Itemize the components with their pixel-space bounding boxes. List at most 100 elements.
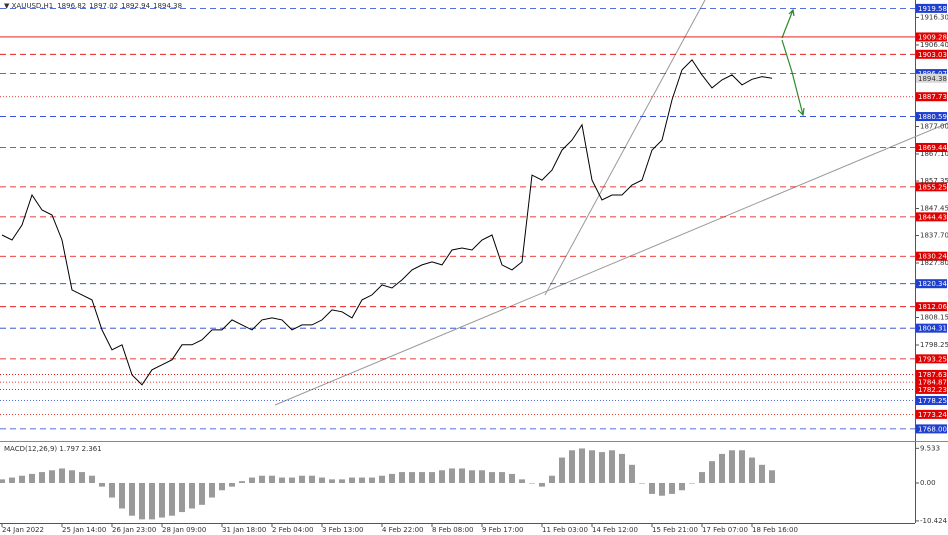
macd-bar bbox=[719, 453, 725, 483]
macd-bar bbox=[369, 477, 375, 483]
level-label-box bbox=[916, 395, 947, 405]
level-label-box bbox=[916, 302, 947, 312]
level-label: 1830.24 bbox=[918, 253, 947, 261]
macd-bar bbox=[239, 481, 245, 483]
level-label: 1778.25 bbox=[918, 397, 947, 405]
close: 1894.38 bbox=[153, 2, 182, 10]
level-label: 1903.03 bbox=[918, 51, 947, 59]
x-tick-label: 14 Feb 12:00 bbox=[592, 526, 638, 534]
macd-bar bbox=[539, 483, 545, 487]
x-tick-label: 15 Feb 21:00 bbox=[652, 526, 698, 534]
level-label-box bbox=[916, 142, 947, 152]
macd-bar bbox=[389, 473, 395, 483]
macd-bar bbox=[759, 464, 765, 483]
macd-bar bbox=[129, 483, 135, 516]
macd-bar bbox=[309, 475, 315, 483]
macd-bar bbox=[769, 470, 775, 483]
macd-bar bbox=[259, 475, 265, 483]
open: 1896.82 bbox=[57, 2, 86, 10]
x-tick-label: 24 Jan 2022 bbox=[2, 526, 44, 534]
macd-bar bbox=[199, 483, 205, 505]
macd-bar bbox=[59, 468, 65, 483]
x-tick-label: 31 Jan 18:00 bbox=[222, 526, 266, 534]
last-price-box bbox=[916, 73, 947, 83]
arrow-down bbox=[781, 39, 805, 117]
macd-bar bbox=[489, 472, 495, 483]
macd-bar bbox=[359, 477, 365, 483]
level-label: 1773.24 bbox=[918, 411, 947, 419]
level-label-box bbox=[916, 323, 947, 333]
level-label-box bbox=[916, 369, 947, 379]
x-tick-label: 26 Jan 23:00 bbox=[112, 526, 156, 534]
forecast-arrows bbox=[781, 8, 805, 117]
macd-bar bbox=[479, 470, 485, 483]
y-tick-label: 1837.70 bbox=[920, 232, 948, 240]
level-label: 1768.00 bbox=[918, 425, 947, 433]
macd-bar bbox=[0, 479, 5, 483]
macd-bar bbox=[589, 450, 595, 483]
macd-bar bbox=[349, 477, 355, 483]
macd-title: MACD(12,26,9) 1.797 2.361 bbox=[4, 445, 102, 453]
level-label-box bbox=[916, 112, 947, 122]
macd-bar bbox=[269, 475, 275, 483]
level-label-box bbox=[916, 279, 947, 289]
x-tick-label: 4 Feb 22:00 bbox=[382, 526, 423, 534]
level-label: 1887.73 bbox=[918, 93, 947, 101]
y-tick-label: 1808.15 bbox=[920, 314, 948, 322]
macd-bar bbox=[329, 479, 335, 483]
macd-bar bbox=[219, 483, 225, 491]
macd-bar bbox=[749, 457, 755, 483]
macd-bar bbox=[109, 483, 115, 498]
y-tick-label: 1877.00 bbox=[920, 123, 948, 131]
macd-bar bbox=[289, 477, 295, 483]
macd-bar bbox=[439, 470, 445, 483]
chart-title: ▼ XAUUSD,H1 1896.82 1897.02 1892.94 1894.38 bbox=[4, 2, 182, 10]
level-label-box bbox=[916, 251, 947, 261]
macd-bar bbox=[249, 477, 255, 483]
level-label: 1909.28 bbox=[918, 33, 947, 41]
macd-bar bbox=[79, 472, 85, 483]
macd-bar bbox=[99, 483, 105, 487]
macd-bar bbox=[679, 483, 685, 491]
y-tick-label: 1867.10 bbox=[920, 150, 948, 158]
last-price-label: 1894.38 bbox=[918, 75, 947, 83]
macd-bar bbox=[379, 475, 385, 483]
level-label: 1812.06 bbox=[918, 303, 947, 311]
y-tick-label: 1827.80 bbox=[920, 259, 948, 267]
macd-bar bbox=[559, 457, 565, 483]
x-tick-label: 11 Feb 03:00 bbox=[542, 526, 588, 534]
macd-bar bbox=[529, 483, 535, 484]
macd-bar bbox=[649, 483, 655, 494]
arrow-up bbox=[781, 8, 795, 39]
macd-bar bbox=[159, 483, 165, 518]
macd-bar bbox=[229, 483, 235, 487]
level-label: 1880.59 bbox=[918, 113, 947, 121]
y-tick-label: 1798.25 bbox=[920, 341, 948, 349]
level-label-box bbox=[916, 377, 947, 387]
macd-bar bbox=[39, 472, 45, 483]
x-tick-label: 28 Jan 09:00 bbox=[162, 526, 206, 534]
level-label-box bbox=[916, 49, 947, 59]
macd-bar bbox=[449, 468, 455, 483]
macd-bar bbox=[429, 472, 435, 483]
macd-bar bbox=[69, 470, 75, 483]
macd-bar bbox=[179, 483, 185, 513]
level-label-box bbox=[916, 32, 947, 42]
y-tick-label: 1916.30 bbox=[920, 13, 948, 21]
level-label: 1869.44 bbox=[918, 144, 947, 152]
macd-bar bbox=[509, 473, 515, 483]
macd-bar bbox=[339, 479, 345, 483]
macd-bar bbox=[609, 450, 615, 483]
macd-bar bbox=[469, 470, 475, 483]
macd-bar bbox=[709, 461, 715, 483]
x-tick-label: 3 Feb 13:00 bbox=[322, 526, 363, 534]
macd-bar bbox=[319, 477, 325, 483]
macd-bar bbox=[139, 483, 145, 520]
macd-bar bbox=[729, 450, 735, 483]
high: 1897.02 bbox=[89, 2, 118, 10]
level-label-box bbox=[916, 212, 947, 222]
macd-bar bbox=[499, 472, 505, 483]
level-label: 1855.25 bbox=[918, 183, 947, 191]
macd-bar bbox=[89, 475, 95, 483]
macd-bar bbox=[19, 475, 25, 483]
